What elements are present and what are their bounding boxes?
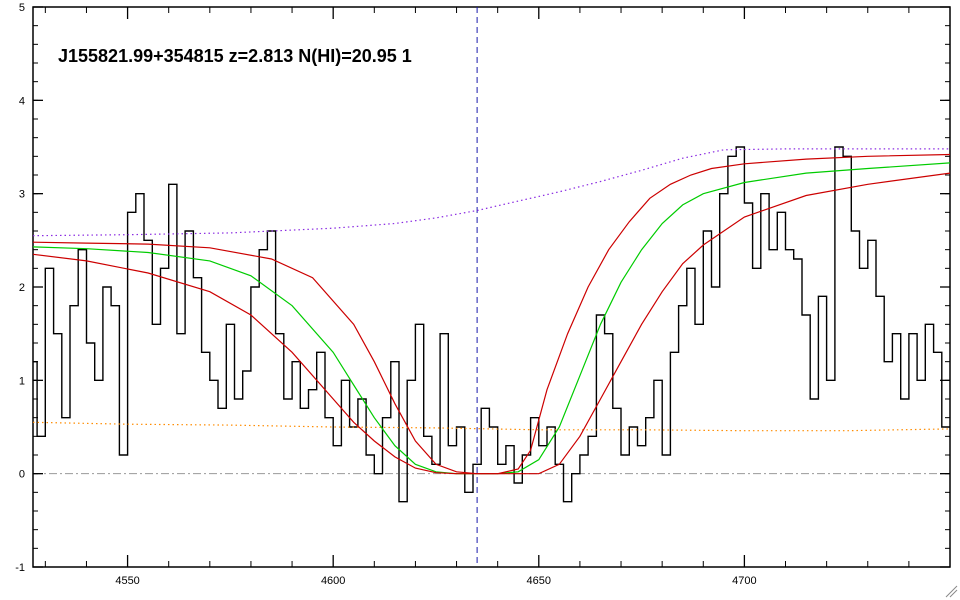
chart-title: J155821.99+354815 z=2.813 N(HI)=20.95 1: [58, 46, 412, 66]
y-tick-label: 5: [19, 2, 25, 14]
plot-frame: [32, 6, 951, 568]
y-tick-label: 4: [19, 95, 25, 107]
y-tick-label: 2: [19, 282, 25, 294]
series-flux-histogram: [33, 146, 950, 503]
y-tick-label: 3: [19, 189, 25, 201]
y-tick-label: 1: [19, 375, 25, 387]
series-layer: [33, 7, 950, 567]
x-tick-label: 4600: [321, 575, 345, 587]
x-tick-label: 4650: [527, 575, 551, 587]
series-model-lower: [33, 172, 950, 475]
resize-grip-icon[interactable]: [945, 585, 958, 598]
axis-layer: -1 0 1 2 3 4 5 4550 4600 4650 4700: [15, 2, 950, 587]
y-tick-label: 0: [19, 469, 25, 481]
y-tick-label: -1: [15, 562, 25, 574]
series-continuum: [33, 148, 950, 237]
x-tick-label: 4550: [115, 575, 139, 587]
x-tick-label: 4700: [732, 575, 756, 587]
series-model-upper: [33, 153, 950, 475]
